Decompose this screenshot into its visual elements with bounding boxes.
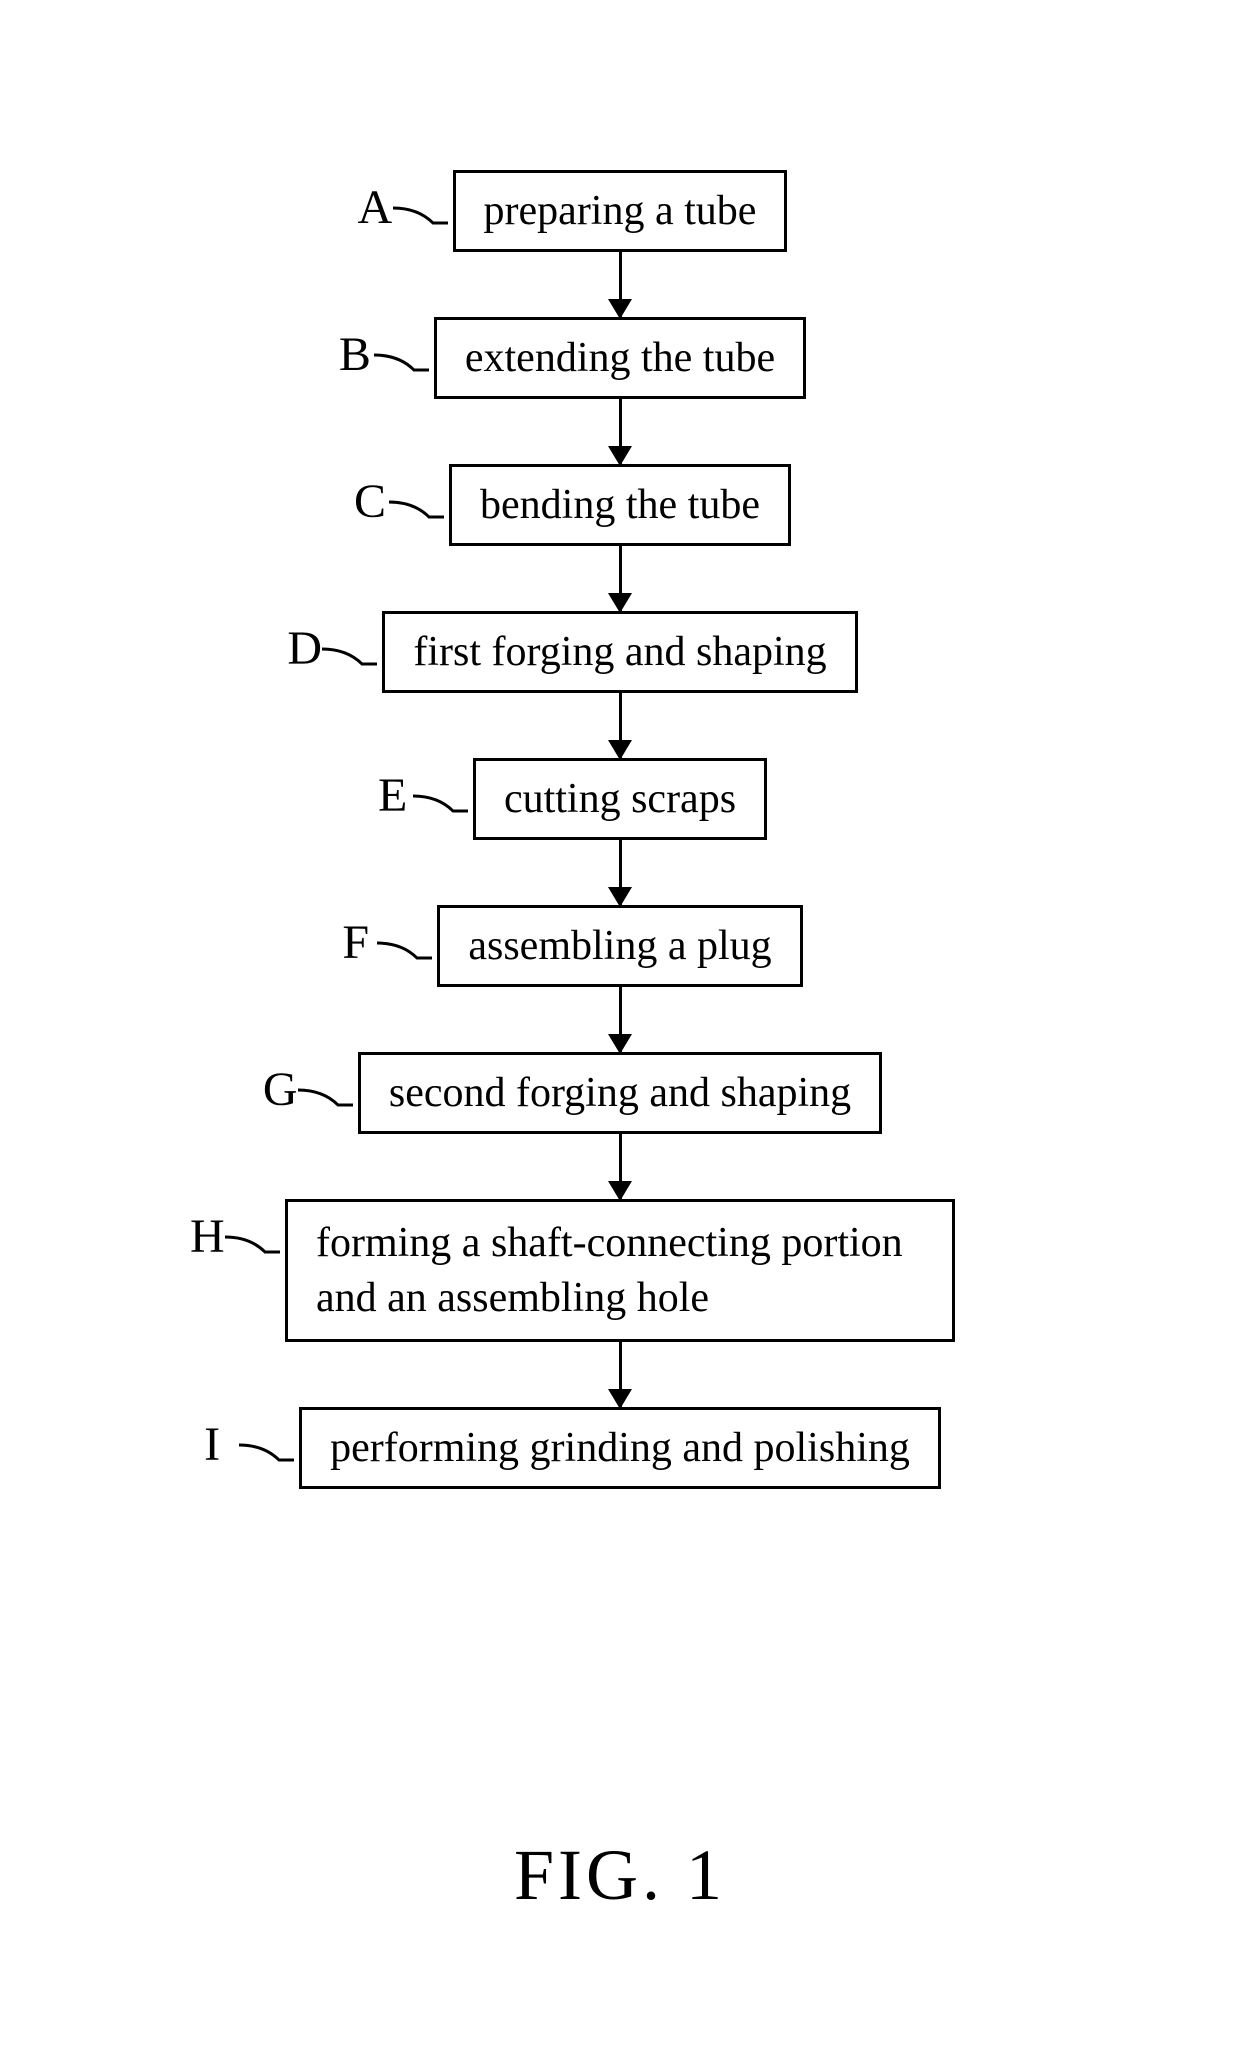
step-label-f: F [342,915,369,970]
connector-curve-g [298,1087,353,1107]
connector-curve-a [393,205,448,225]
connector-curve-f [377,940,432,960]
step-label-d: D [287,621,322,676]
arrow-g-h [619,1134,622,1199]
arrow-f-g [619,987,622,1052]
step-label-c: C [354,474,386,529]
arrow-d-e [619,693,622,758]
step-row-c: C bending the tube [449,464,791,546]
step-label-g: G [263,1062,298,1117]
step-row-a: A preparing a tube [453,170,788,252]
step-box-f: assembling a plug [437,905,802,987]
step-row-e: E cutting scraps [473,758,767,840]
arrow-e-f [619,840,622,905]
step-box-a: preparing a tube [453,170,788,252]
connector-curve-e [413,793,468,813]
flowchart-container: A preparing a tube B extending the tube … [285,170,955,1489]
connector-curve-d [322,646,377,666]
figure-caption: FIG. 1 [514,1834,726,1917]
step-label-h: H [190,1209,225,1264]
step-row-d: D first forging and shaping [382,611,857,693]
connector-curve-c [389,499,444,519]
step-label-b: B [339,327,371,382]
step-label-i: I [204,1417,220,1472]
step-box-g: second forging and shaping [358,1052,882,1134]
arrow-a-b [619,252,622,317]
arrow-h-i [619,1342,622,1407]
step-label-a: A [358,180,393,235]
step-row-b: B extending the tube [434,317,806,399]
step-box-d: first forging and shaping [382,611,857,693]
arrow-c-d [619,546,622,611]
arrow-b-c [619,399,622,464]
step-label-e: E [378,768,407,823]
connector-curve-b [374,352,429,372]
step-box-e: cutting scraps [473,758,767,840]
step-row-g: G second forging and shaping [358,1052,882,1134]
step-box-i: performing grinding and polishing [299,1407,941,1489]
connector-curve-i [239,1442,294,1462]
step-box-c: bending the tube [449,464,791,546]
connector-curve-h [225,1234,280,1254]
step-box-h: forming a shaft-connecting portionand an… [285,1199,955,1342]
step-row-i: I performing grinding and polishing [299,1407,941,1489]
step-box-b: extending the tube [434,317,806,399]
step-row-f: F assembling a plug [437,905,802,987]
step-row-h: H forming a shaft-connecting portionand … [285,1199,955,1342]
